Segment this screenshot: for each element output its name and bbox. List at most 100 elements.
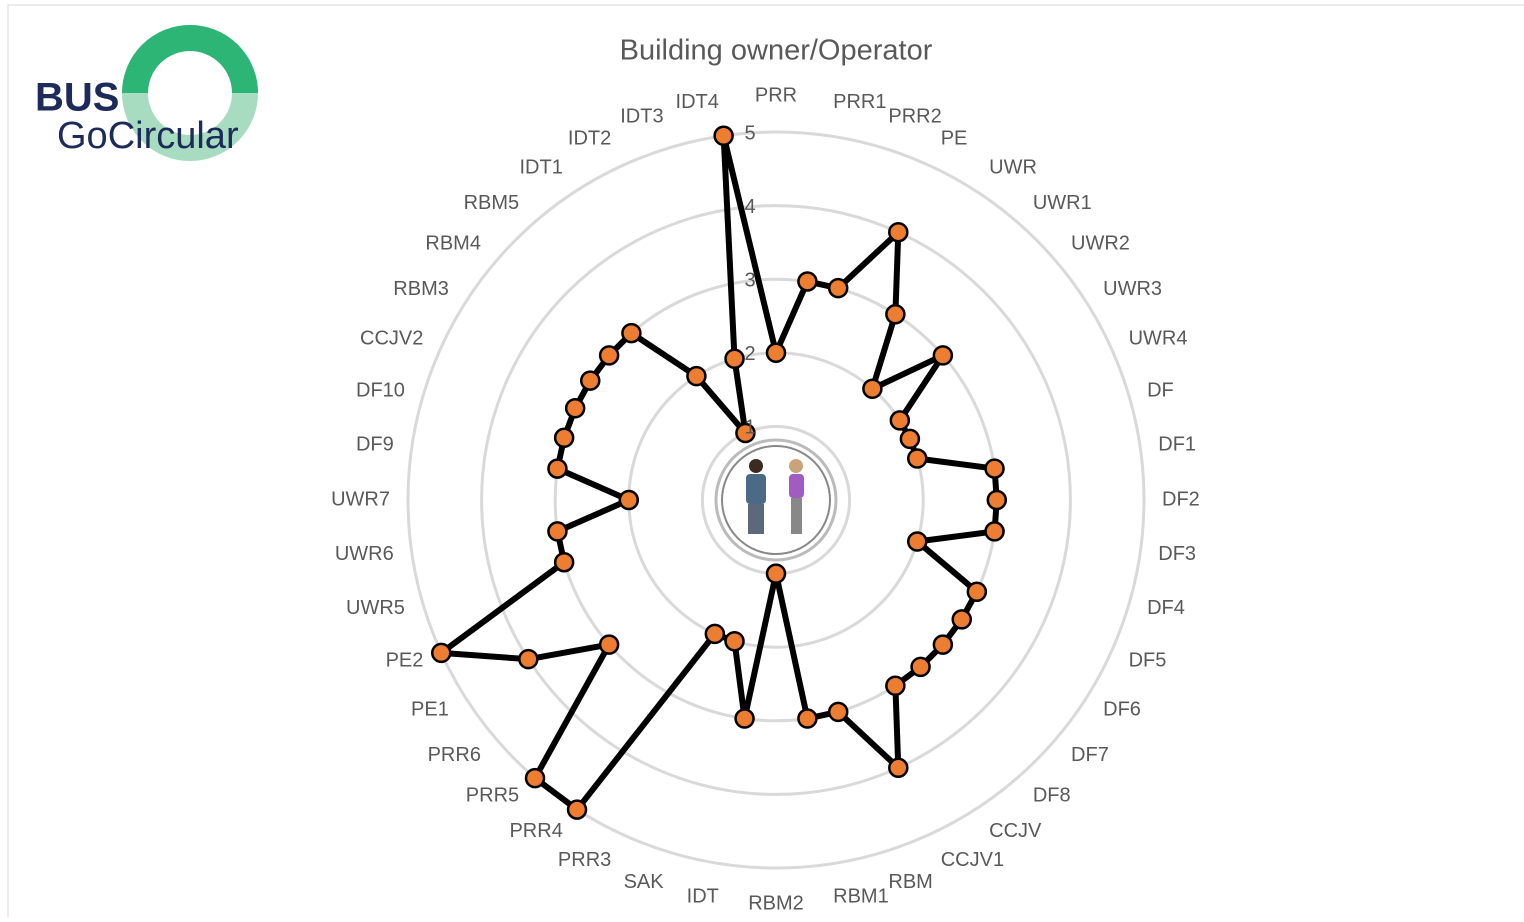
person-body	[789, 474, 804, 498]
data-marker	[735, 422, 756, 444]
logo-text: BUS	[35, 76, 119, 120]
category-label: RBM1	[833, 886, 889, 908]
data-marker	[797, 271, 818, 292]
category-label: RBM2	[748, 892, 804, 914]
data-marker	[827, 277, 849, 299]
center-image	[714, 438, 838, 562]
category-label: IDT2	[568, 128, 611, 150]
data-marker	[580, 370, 601, 391]
category-label: RBM5	[464, 192, 520, 214]
data-marker	[966, 581, 988, 602]
data-marker	[431, 642, 452, 664]
data-marker	[888, 221, 909, 243]
category-label: UWR4	[1129, 327, 1188, 349]
data-marker	[984, 521, 1005, 542]
data-marker	[704, 623, 726, 645]
data-marker	[765, 563, 787, 584]
category-label: DF	[1147, 379, 1174, 401]
data-marker	[862, 378, 883, 400]
category-label: DF2	[1162, 488, 1200, 510]
category-label: IDT1	[519, 157, 562, 179]
category-label: CCJV1	[941, 849, 1004, 871]
person-body	[746, 474, 766, 504]
grid-ring	[480, 204, 1072, 796]
data-marker	[906, 448, 928, 469]
category-label: RBM	[888, 871, 932, 893]
data-marker	[524, 767, 546, 789]
category-label: PE	[941, 128, 968, 150]
data-marker	[797, 708, 818, 729]
category-label: PE2	[386, 649, 424, 671]
data-marker	[621, 322, 642, 344]
person-legs	[791, 498, 802, 534]
logo: BUS GoCircular	[35, 25, 258, 161]
data-marker	[618, 489, 640, 511]
category-label: PRR2	[888, 106, 941, 128]
category-label: RBM4	[425, 233, 481, 255]
category-label: IDT3	[620, 106, 663, 128]
data-marker	[984, 458, 1005, 479]
category-label: PRR	[755, 84, 797, 106]
category-label: DF6	[1103, 699, 1141, 721]
category-label: PRR1	[833, 91, 886, 113]
data-marker	[518, 648, 539, 670]
category-label: UWR7	[331, 488, 390, 510]
data-marker	[986, 489, 1008, 511]
r-tick-label: 1	[744, 417, 755, 439]
r-tick-label: 4	[744, 196, 755, 218]
category-label: CCJV	[989, 820, 1042, 842]
logo-text: GoCircular	[57, 115, 239, 157]
data-marker	[906, 531, 928, 552]
category-label: IDT4	[676, 91, 719, 113]
data-marker	[889, 410, 911, 431]
data-marker	[553, 551, 575, 573]
data-marker	[566, 799, 588, 820]
category-label: PE1	[411, 699, 449, 721]
category-label: PRR6	[428, 744, 481, 766]
center-ring	[721, 445, 831, 555]
data-marker	[724, 348, 745, 370]
category-label: DF5	[1129, 649, 1167, 671]
data-marker	[885, 304, 906, 325]
person-legs	[748, 504, 764, 534]
data-marker	[724, 630, 745, 652]
logo-arc	[122, 25, 258, 94]
data-marker	[932, 634, 954, 655]
data-marker	[547, 458, 568, 479]
category-label: UWR5	[346, 597, 405, 619]
category-label: IDT	[687, 886, 719, 908]
category-label: DF7	[1071, 744, 1109, 766]
data-marker	[553, 427, 575, 449]
category-label: UWR2	[1071, 233, 1130, 255]
data-marker	[734, 708, 755, 729]
category-label: UWR	[989, 157, 1037, 179]
chart-title: Building owner/Operator	[620, 35, 933, 67]
r-tick-label: 2	[744, 343, 755, 365]
data-marker	[951, 609, 972, 630]
r-tick-label: 5	[744, 122, 755, 144]
data-marker	[564, 398, 586, 419]
category-label: DF4	[1147, 597, 1185, 619]
category-label: SAK	[624, 871, 665, 893]
category-label: PRR4	[509, 820, 562, 842]
data-marker	[598, 345, 620, 366]
category-label: UWR6	[335, 543, 394, 565]
category-label: UWR3	[1103, 278, 1162, 300]
grid-ring	[406, 130, 1146, 870]
data-marker	[765, 342, 787, 364]
category-label: DF3	[1158, 543, 1196, 565]
category-label: DF10	[356, 379, 405, 401]
data-marker	[885, 675, 906, 696]
data-marker	[686, 365, 707, 387]
person-head	[789, 459, 803, 473]
data-marker	[888, 757, 909, 779]
data-marker	[598, 634, 620, 655]
data-marker	[827, 701, 849, 723]
data-marker	[910, 656, 931, 678]
category-label: PRR5	[466, 785, 519, 807]
category-label: CCJV2	[360, 327, 423, 349]
person-head	[749, 459, 763, 473]
category-label: DF1	[1158, 433, 1196, 455]
